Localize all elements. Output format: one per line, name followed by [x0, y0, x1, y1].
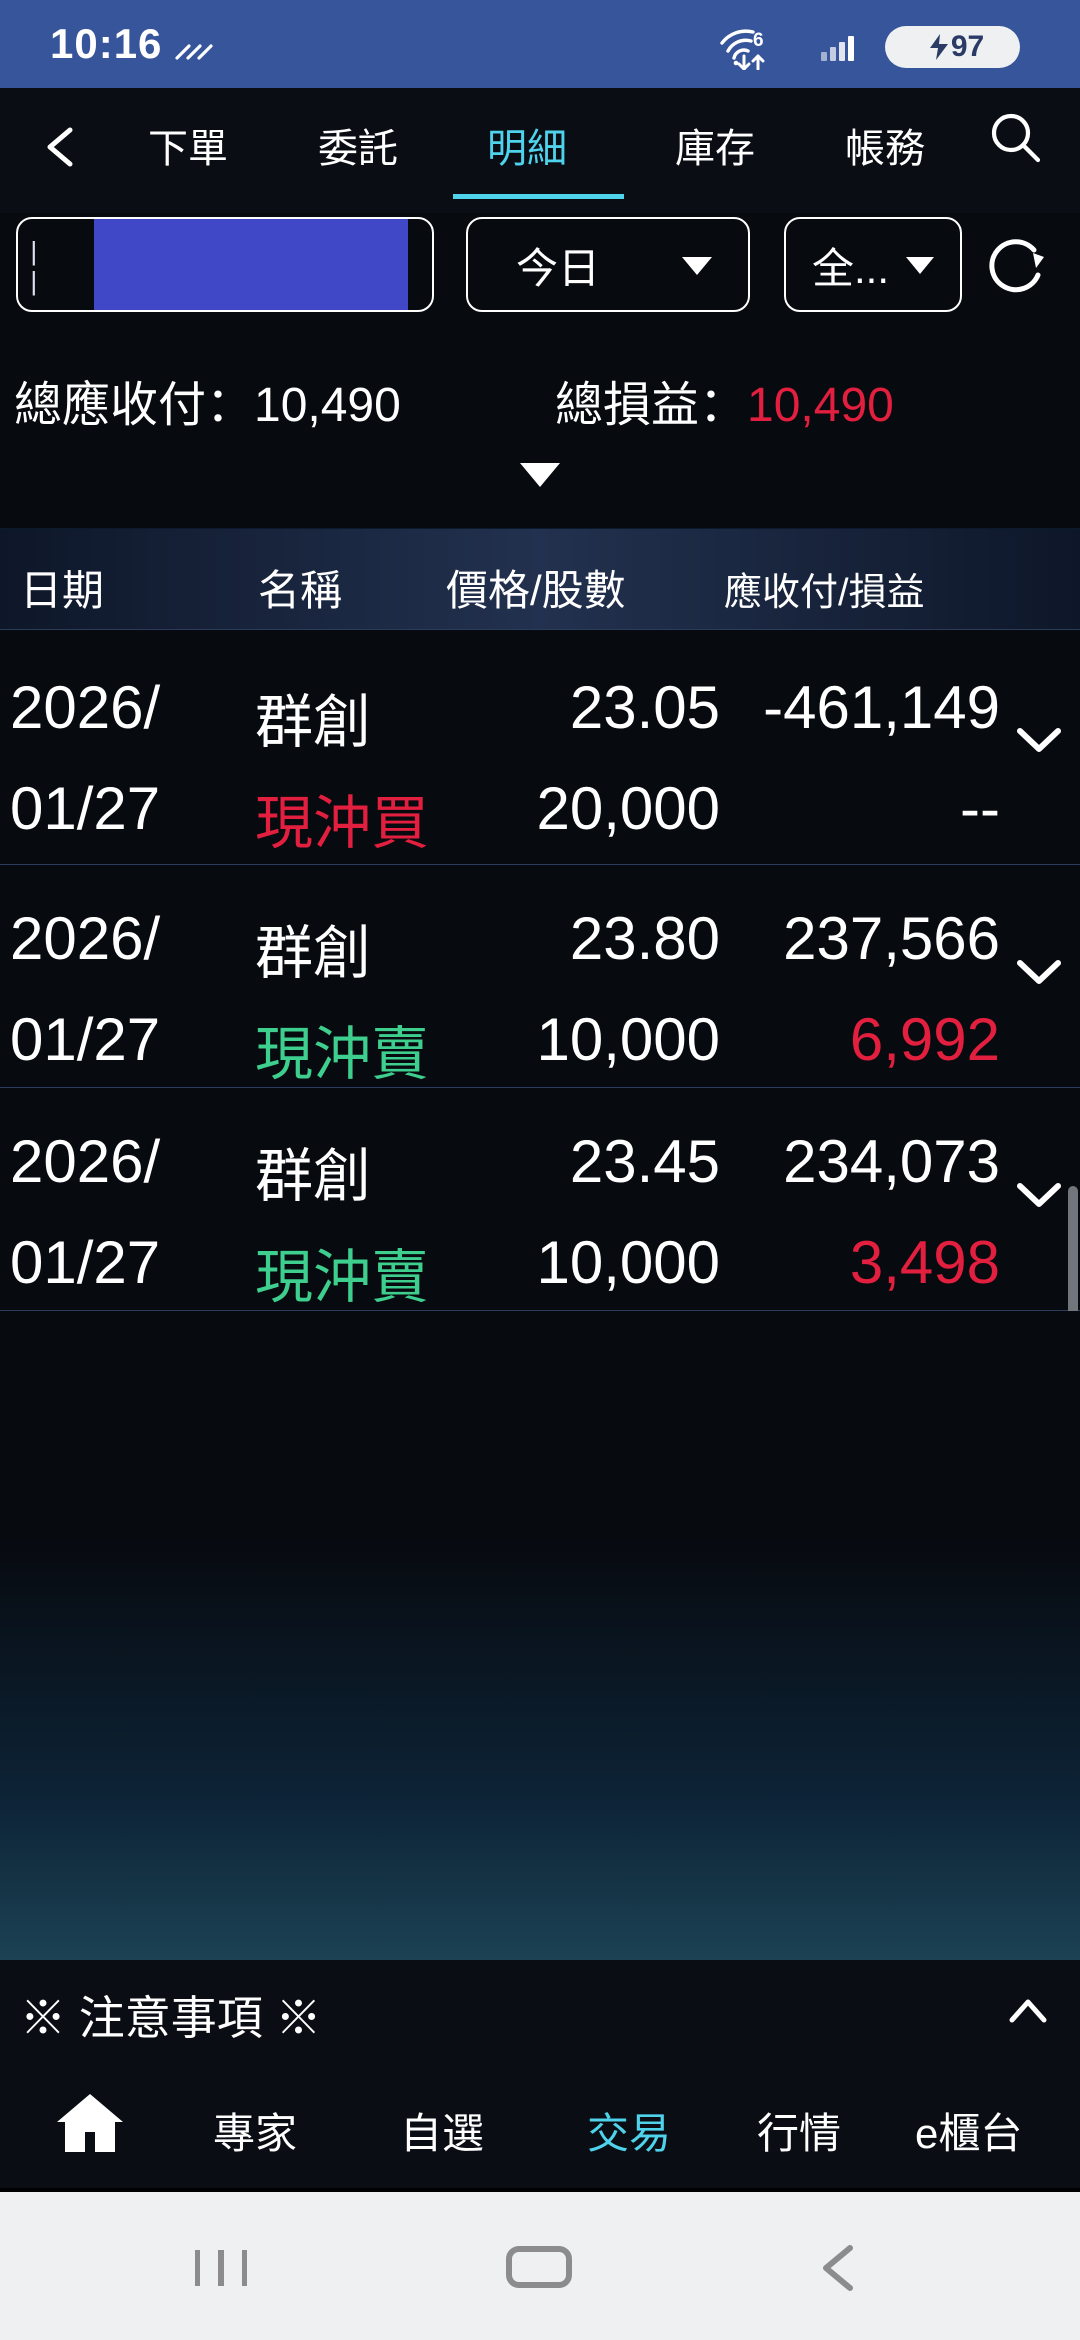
- svg-text:6: 6: [753, 30, 764, 51]
